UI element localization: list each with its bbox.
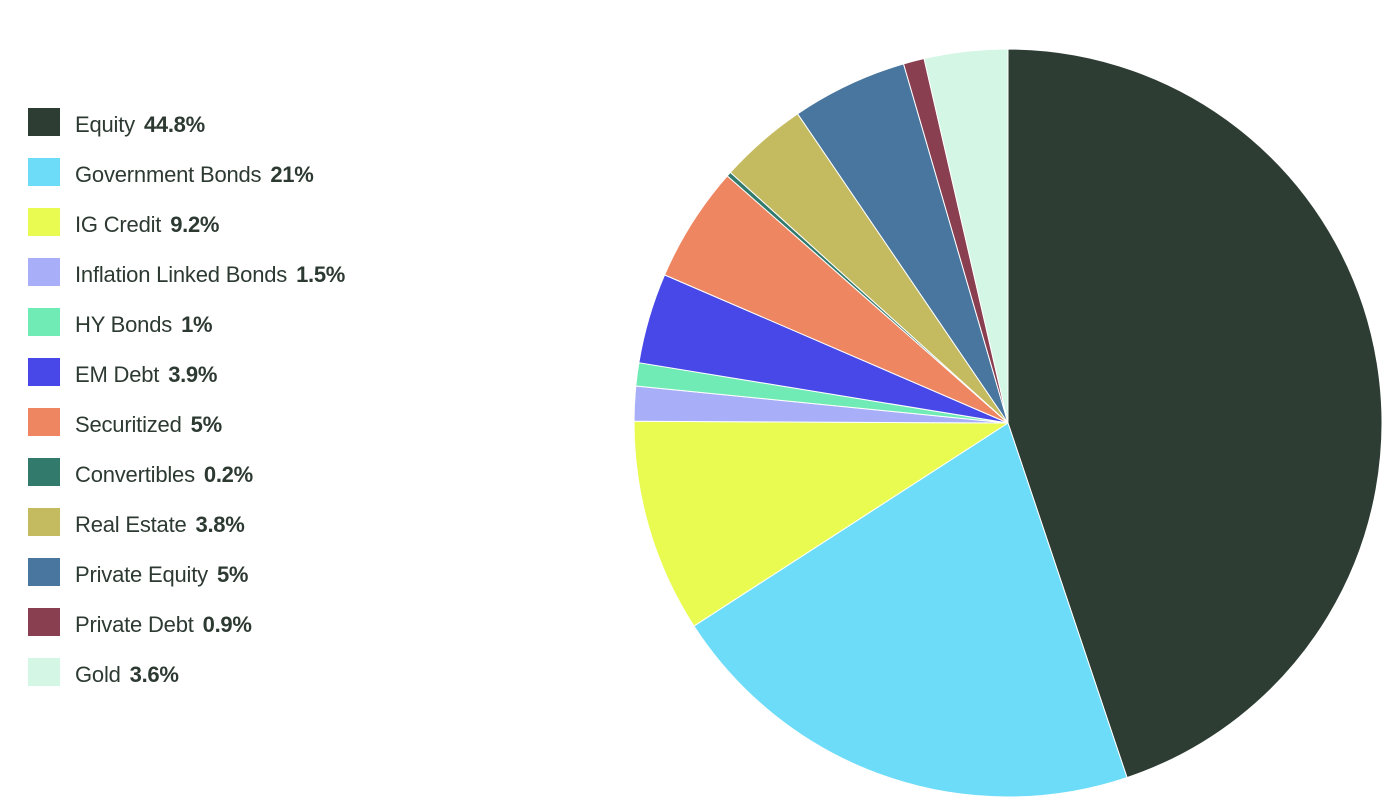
legend-item: Inflation Linked Bonds 1.5% bbox=[28, 250, 345, 300]
legend-swatch bbox=[28, 658, 60, 686]
legend-label: Inflation Linked Bonds bbox=[75, 262, 288, 287]
legend-swatch bbox=[28, 308, 60, 336]
legend-label: Convertibles bbox=[75, 462, 195, 487]
legend-item: Convertibles 0.2% bbox=[28, 450, 345, 500]
legend-label: HY Bonds bbox=[75, 312, 173, 337]
legend-value: 3.6% bbox=[129, 662, 179, 687]
legend-swatch bbox=[28, 158, 60, 186]
legend-label: EM Debt bbox=[75, 362, 160, 387]
legend-value: 9.2% bbox=[170, 212, 220, 237]
legend-item: HY Bonds 1% bbox=[28, 300, 345, 350]
legend-label: Securitized bbox=[75, 412, 182, 437]
legend-value: 0.2% bbox=[203, 462, 253, 487]
legend-label: Private Debt bbox=[75, 612, 194, 637]
legend-value: 3.9% bbox=[168, 362, 218, 387]
legend-value: 44.8% bbox=[143, 112, 205, 137]
pie-slice bbox=[633, 420, 1009, 627]
legend-item: Private Equity 5% bbox=[28, 550, 345, 600]
legend-label: Private Equity bbox=[75, 562, 208, 587]
legend-item: EM Debt 3.9% bbox=[28, 350, 345, 400]
legend-item: Government Bonds 21% bbox=[28, 150, 345, 200]
legend-value: 5% bbox=[216, 562, 249, 587]
legend-swatch bbox=[28, 358, 60, 386]
legend-item: Equity 44.8% bbox=[28, 100, 345, 150]
legend-item: IG Credit 9.2% bbox=[28, 200, 345, 250]
legend-label: Equity bbox=[75, 112, 135, 137]
legend-label: IG Credit bbox=[75, 212, 162, 237]
legend-label: Real Estate bbox=[75, 512, 187, 537]
legend-value: 5% bbox=[190, 412, 223, 437]
legend-swatch bbox=[28, 608, 60, 636]
legend-swatch bbox=[28, 458, 60, 486]
legend-value: 0.9% bbox=[202, 612, 252, 637]
chart-legend: Equity 44.8% Government Bonds 21% IG Credit 9… bbox=[28, 100, 345, 700]
legend-value: 3.8% bbox=[195, 512, 245, 537]
legend-value: 1% bbox=[181, 312, 213, 337]
legend-item: Private Debt 0.9% bbox=[28, 600, 345, 650]
legend-swatch bbox=[28, 258, 60, 286]
legend-swatch bbox=[28, 108, 60, 136]
legend-item: Real Estate 3.8% bbox=[28, 500, 345, 550]
legend-label: Gold bbox=[75, 662, 121, 687]
legend-swatch bbox=[28, 508, 60, 536]
pie-slice bbox=[1007, 48, 1383, 779]
legend-item: Gold 3.6% bbox=[28, 650, 345, 700]
pie-slice bbox=[693, 422, 1128, 798]
legend-item: Securitized 5% bbox=[28, 400, 345, 450]
legend-swatch bbox=[28, 558, 60, 586]
legend-value: 1.5% bbox=[296, 262, 346, 287]
legend-swatch bbox=[28, 208, 60, 236]
legend-value: 21% bbox=[270, 162, 314, 187]
legend-swatch bbox=[28, 408, 60, 436]
legend-label: Government Bonds bbox=[75, 162, 262, 187]
pie-slice bbox=[923, 48, 1009, 424]
